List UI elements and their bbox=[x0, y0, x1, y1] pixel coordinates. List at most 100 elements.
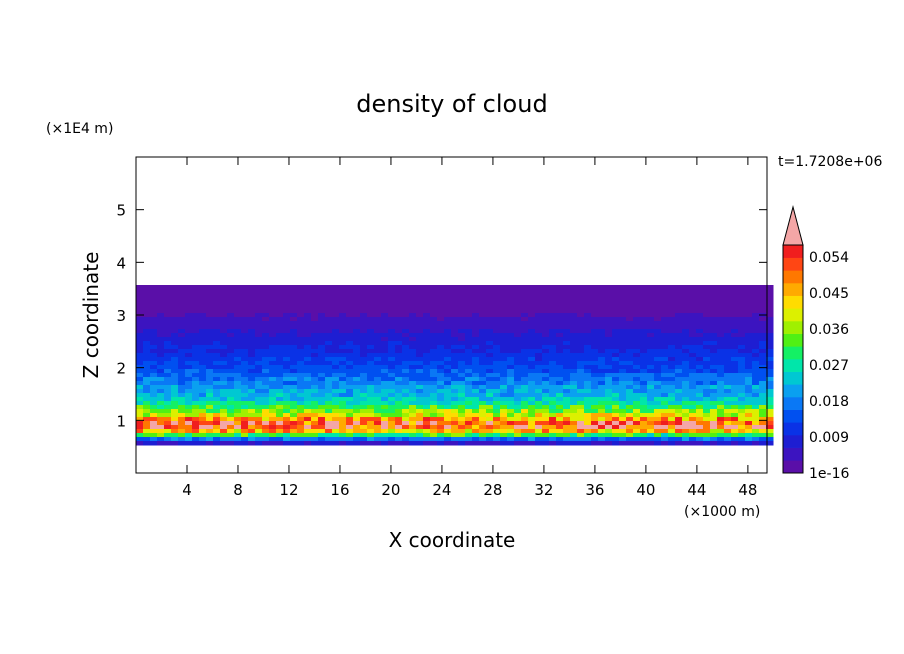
density-cell bbox=[640, 337, 648, 342]
density-cell bbox=[171, 373, 179, 378]
density-cell bbox=[745, 309, 753, 314]
density-cell bbox=[255, 309, 263, 314]
density-cell bbox=[143, 325, 151, 330]
density-cell bbox=[192, 437, 200, 442]
density-cell bbox=[542, 389, 550, 394]
density-cell bbox=[318, 317, 326, 322]
density-cell bbox=[332, 401, 340, 406]
density-cell bbox=[367, 309, 375, 314]
density-cell bbox=[738, 337, 746, 342]
density-cell bbox=[507, 345, 515, 350]
density-cell bbox=[150, 293, 158, 298]
density-cell bbox=[346, 289, 354, 294]
density-cell bbox=[766, 361, 774, 366]
density-cell bbox=[549, 409, 557, 414]
density-cell bbox=[157, 421, 165, 426]
density-cell bbox=[549, 293, 557, 298]
density-cell bbox=[577, 341, 585, 346]
density-cell bbox=[591, 369, 599, 374]
density-cell bbox=[752, 373, 760, 378]
density-cell bbox=[227, 337, 235, 342]
density-cell bbox=[381, 441, 389, 446]
density-cell bbox=[318, 357, 326, 362]
density-cell bbox=[556, 385, 564, 390]
density-cell bbox=[710, 349, 718, 354]
density-cell bbox=[717, 429, 725, 434]
density-cell bbox=[290, 397, 298, 402]
density-cell bbox=[269, 421, 277, 426]
density-cell bbox=[346, 393, 354, 398]
density-cell bbox=[605, 417, 613, 422]
density-cell bbox=[710, 389, 718, 394]
density-cell bbox=[465, 289, 473, 294]
density-cell bbox=[360, 441, 368, 446]
density-cell bbox=[500, 325, 508, 330]
density-cell bbox=[227, 361, 235, 366]
density-cell bbox=[661, 389, 669, 394]
density-cell bbox=[367, 333, 375, 338]
density-cell bbox=[164, 437, 172, 442]
density-cell bbox=[157, 309, 165, 314]
density-cell bbox=[528, 389, 536, 394]
density-cell bbox=[556, 333, 564, 338]
density-cell bbox=[297, 353, 305, 358]
density-cell bbox=[381, 369, 389, 374]
density-cell bbox=[535, 381, 543, 386]
density-cell bbox=[304, 393, 312, 398]
density-cell bbox=[290, 413, 298, 418]
density-cell bbox=[437, 393, 445, 398]
density-cell bbox=[136, 293, 144, 298]
density-cell bbox=[164, 421, 172, 426]
density-cell bbox=[360, 429, 368, 434]
density-cell bbox=[675, 405, 683, 410]
density-cell bbox=[388, 373, 396, 378]
density-cell bbox=[234, 325, 242, 330]
density-cell bbox=[668, 425, 676, 430]
density-cell bbox=[514, 429, 522, 434]
density-cell bbox=[185, 321, 193, 326]
density-cell bbox=[752, 397, 760, 402]
density-cell bbox=[304, 353, 312, 358]
density-cell bbox=[731, 353, 739, 358]
density-cell bbox=[388, 389, 396, 394]
density-cell bbox=[374, 297, 382, 302]
density-cell bbox=[318, 293, 326, 298]
density-cell bbox=[255, 417, 263, 422]
density-cell bbox=[220, 317, 228, 322]
density-cell bbox=[738, 405, 746, 410]
density-cell bbox=[626, 385, 634, 390]
density-cell bbox=[297, 417, 305, 422]
density-cell bbox=[451, 381, 459, 386]
density-cell bbox=[598, 357, 606, 362]
density-cell bbox=[479, 437, 487, 442]
density-cell bbox=[150, 297, 158, 302]
density-cell bbox=[500, 349, 508, 354]
density-cell bbox=[276, 421, 284, 426]
density-cell bbox=[325, 341, 333, 346]
density-cell bbox=[325, 349, 333, 354]
density-cell bbox=[605, 389, 613, 394]
density-cell bbox=[598, 337, 606, 342]
density-cell bbox=[171, 313, 179, 318]
density-cell bbox=[465, 441, 473, 446]
density-cell bbox=[269, 369, 277, 374]
density-cell bbox=[542, 293, 550, 298]
density-cell bbox=[696, 333, 704, 338]
density-cell bbox=[549, 289, 557, 294]
density-cell bbox=[339, 365, 347, 370]
density-cell bbox=[367, 441, 375, 446]
density-cell bbox=[570, 297, 578, 302]
density-cell bbox=[262, 433, 270, 438]
density-cell bbox=[542, 317, 550, 322]
density-cell bbox=[507, 369, 515, 374]
density-cell bbox=[640, 341, 648, 346]
density-cell bbox=[150, 357, 158, 362]
density-cell bbox=[528, 369, 536, 374]
density-cell bbox=[276, 405, 284, 410]
density-cell bbox=[346, 437, 354, 442]
density-cell bbox=[654, 385, 662, 390]
density-cell bbox=[584, 309, 592, 314]
density-cell bbox=[563, 297, 571, 302]
density-cell bbox=[227, 381, 235, 386]
